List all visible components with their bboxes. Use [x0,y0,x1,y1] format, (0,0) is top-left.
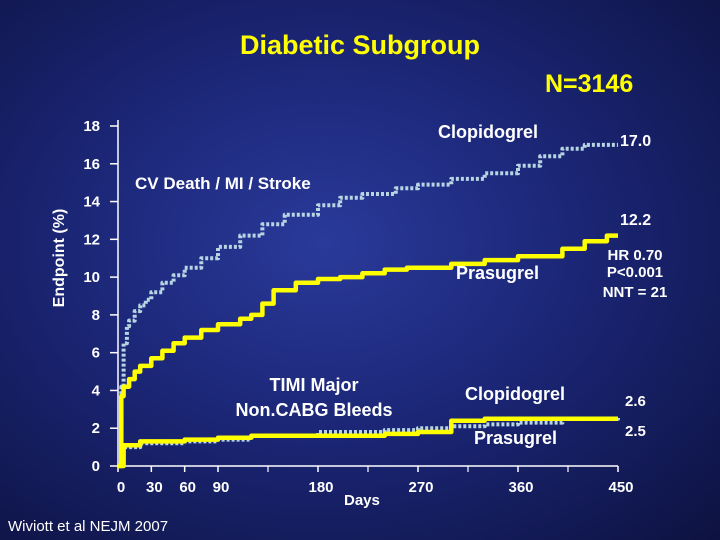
x-tick-label: 0 [117,479,125,496]
hr-line-1: HR 0.70 [607,247,662,264]
clopidogrel-endpoint-curve [118,142,618,468]
hr-line-3: NNT = 21 [603,284,668,301]
x-tick-label: 30 [146,479,163,496]
endpoint-label-top: CV Death / MI / Stroke [135,174,311,193]
value-prasugrel-top: 12.2 [620,212,651,229]
label-clopidogrel-bottom: Clopidogrel [465,384,565,404]
x-tick-label: 90 [213,479,230,496]
x-tick-label: 360 [508,479,533,496]
x-tick-label: 270 [408,479,433,496]
hr-line-2: P<0.001 [607,264,663,281]
label-clopidogrel-top: Clopidogrel [438,122,538,142]
bleed-label-1: TIMI Major [270,375,359,395]
value-clopidogrel-top: 17.0 [620,133,651,150]
citation: Wiviott et al NEJM 2007 [8,518,169,535]
y-tick-label: 16 [83,156,100,173]
prasugrel-bleeding-curve [118,416,618,469]
y-tick-label: 6 [92,345,100,362]
y-tick-label: 4 [92,382,101,399]
label-prasugrel-top: Prasugrel [456,263,539,283]
slide-title: Diabetic Subgroup [239,30,480,60]
series-group [118,142,620,469]
bleed-label-2: Non.CABG Bleeds [235,400,392,420]
y-tick-label: 2 [92,420,100,437]
y-tick-label: 8 [92,307,100,324]
y-tick-label: 0 [92,458,100,475]
label-prasugrel-bottom: Prasugrel [474,428,557,448]
x-tick-label: 60 [179,479,196,496]
y-tick-label: 12 [83,231,100,248]
x-axis-label: Days [344,492,380,509]
y-tick-label: 18 [83,118,100,135]
value-clopidogrel-bottom: 2.6 [625,393,646,410]
sample-size-label: N=3146 [545,70,634,98]
y-tick-label: 14 [83,194,100,211]
x-tick-label: 450 [608,479,633,496]
value-prasugrel-bottom: 2.5 [625,423,646,440]
x-tick-label: 180 [308,479,333,496]
prasugrel-endpoint-curve [118,233,618,469]
y-tick-label: 10 [83,269,100,286]
